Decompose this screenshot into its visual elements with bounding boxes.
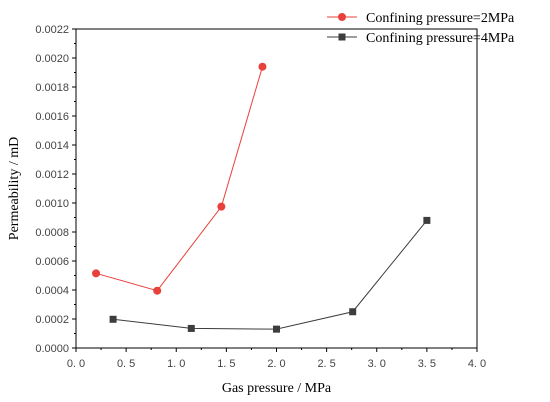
legend-item: Confining pressure=4MPa [327,31,515,46]
legend-marker [338,13,346,21]
x-axis: 0. 0 0. 5 1. 0 1. 5 2. 0 2. 5 3. 0 3. 5 4. 0 [67,348,486,370]
data-point [187,324,195,332]
legend: Confining pressure=2MPa Confining pressur… [327,11,515,46]
y-tick-label: 0.0012 [35,169,69,181]
x-tick-label: 1. 0 [167,358,185,370]
y-axis-title: Permeability / mD [7,137,22,240]
series-1 [92,62,267,295]
x-tick-label: 0. 5 [117,358,135,370]
legend-label: Confining pressure=4MPa [366,31,515,46]
y-tick-label: 0.0022 [35,24,69,36]
series-line [95,66,263,292]
x-tick-label: 1. 5 [217,358,235,370]
y-tick-label: 0.0018 [35,82,69,94]
legend-marker [338,33,346,41]
data-point [92,269,101,278]
data-point [423,216,431,224]
y-tick-label: 0.0006 [35,256,69,268]
y-tick-label: 0.0010 [35,198,69,210]
series-line [113,220,428,330]
x-tick-label: 3. 0 [368,358,386,370]
y-tick-label: 0.0016 [35,111,69,123]
y-tick-label: 0.0008 [35,227,69,239]
data-point [217,202,226,211]
legend-label: Confining pressure=2MPa [366,11,515,26]
y-tick-label: 0.0004 [35,285,69,297]
y-tick-label: 0.0020 [35,53,69,65]
y-tick-label: 0.0000 [35,343,69,355]
series-2 [109,216,431,333]
x-tick-label: 3. 5 [418,358,436,370]
y-axis: 0.0000 0.0002 0.0004 0.0006 0.0008 0.0010 0.00… [35,24,76,355]
data-point [349,308,357,316]
series-layer [92,62,431,333]
legend-item: Confining pressure=2MPa [327,11,515,26]
x-tick-label: 2. 0 [267,358,285,370]
x-tick-label: 2. 5 [317,358,335,370]
y-tick-label: 0.0014 [35,140,69,152]
plot-frame [75,28,478,349]
data-point [273,325,280,333]
data-point [153,286,162,295]
data-point [258,62,267,71]
x-tick-label: 0. 0 [67,358,85,370]
x-axis-title: Gas pressure / MPa [222,381,332,396]
y-tick-label: 0.0002 [35,314,69,326]
x-tick-label: 4. 0 [468,358,486,370]
plot-area [75,28,478,349]
data-point [109,315,117,323]
